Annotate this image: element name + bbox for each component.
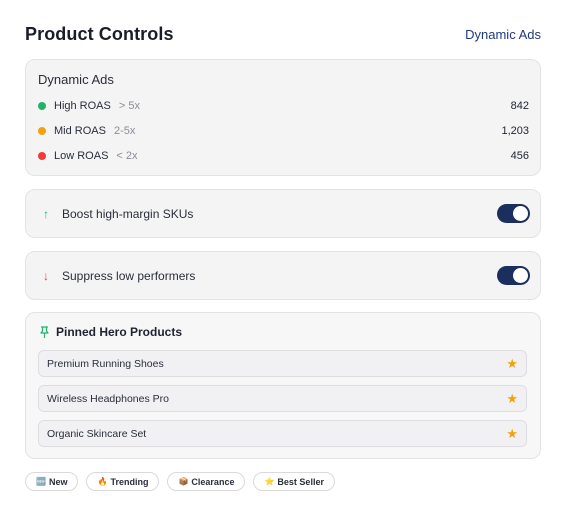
tag-best-seller[interactable]: ⭐ Best Seller [253,472,335,491]
header: Product Controls Dynamic Ads [25,22,541,46]
tag-label: Clearance [191,476,235,487]
roas-count: 456 [510,150,529,162]
pinned-header: Pinned Hero Products [38,325,182,339]
arrow-up-icon: ↑ [43,206,49,221]
roas-card-title: Dynamic Ads [38,72,114,87]
suppress-low-card: ↓ Suppress low performers [25,251,541,300]
tag-new[interactable]: 🆕 New [25,472,79,491]
toggle-knob [513,206,528,221]
roas-summary-card: Dynamic Ads High ROAS > 5x 842 Mid ROAS … [25,59,541,176]
pin-icon [38,326,50,338]
product-name: Premium Running Shoes [47,357,164,370]
product-item[interactable]: Wireless Headphones Pro ★ [38,385,527,412]
tag-trending[interactable]: 🔥 Trending [86,472,160,491]
tag-label: Trending [110,476,149,487]
product-item[interactable]: Organic Skincare Set ★ [38,420,527,447]
roas-count: 1,203 [501,125,529,137]
roas-range: 2-5x [113,125,136,137]
roas-row-high: High ROAS > 5x 842 [38,98,529,114]
boost-label: Boost high-margin SKUs [62,206,194,221]
roas-row-mid: Mid ROAS 2-5x 1,203 [38,123,529,139]
star-icon[interactable]: ★ [506,356,518,371]
suppress-label: Suppress low performers [62,268,196,283]
tag-clearance[interactable]: 📦 Clearance [167,472,246,491]
roas-count: 842 [510,100,529,112]
red-dot-icon [38,152,46,160]
toggle-knob [513,268,528,283]
tag-filter-bar: 🆕 New 🔥 Trending 📦 Clearance ⭐ Best Sell… [25,472,335,491]
tag-label: New [48,476,68,487]
star-icon[interactable]: ★ [506,426,518,441]
orange-dot-icon [38,127,46,135]
roas-name: High ROAS [54,100,111,112]
product-item[interactable]: Premium Running Shoes ★ [38,350,527,377]
roas-range: > 5x [118,100,140,112]
dynamic-ads-link[interactable]: Dynamic Ads [465,26,541,42]
tag-label: Best Seller [277,476,324,487]
product-name: Wireless Headphones Pro [47,392,169,405]
boost-toggle[interactable] [497,204,530,223]
new-icon: 🆕 [36,477,46,486]
pinned-hero-products-card: Pinned Hero Products Premium Running Sho… [25,312,541,459]
star-icon: ⭐ [264,477,275,486]
green-dot-icon [38,102,46,110]
package-icon: 📦 [178,477,189,486]
fire-icon: 🔥 [97,477,108,486]
roas-row-low: Low ROAS < 2x 456 [38,148,529,164]
suppress-toggle[interactable] [497,266,530,285]
roas-name: Mid ROAS [54,125,106,137]
roas-range: < 2x [116,150,138,162]
product-name: Organic Skincare Set [47,427,147,440]
star-icon[interactable]: ★ [506,391,518,406]
arrow-down-icon: ↓ [43,268,49,283]
pinned-title: Pinned Hero Products [56,325,183,339]
boost-high-margin-card: ↑ Boost high-margin SKUs [25,189,541,238]
roas-name: Low ROAS [54,150,109,162]
page-title: Product Controls [25,23,174,44]
